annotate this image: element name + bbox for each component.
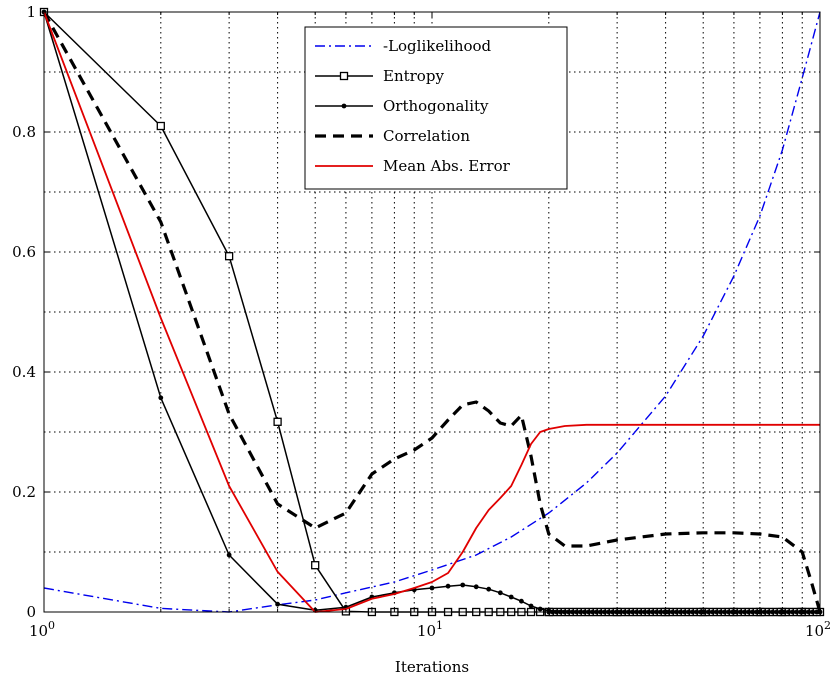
legend-marker: [341, 103, 347, 109]
data-point: [508, 594, 514, 600]
x-tick-label: 100: [29, 619, 55, 640]
data-point: [156, 121, 165, 131]
legend-label: Correlation: [383, 127, 470, 145]
y-tick-label: 0.8: [12, 123, 36, 141]
y-tick-label: 0: [26, 603, 36, 621]
y-tick-label: 0.2: [12, 483, 36, 501]
data-point: [158, 395, 164, 401]
legend-entry: Mean Abs. Error: [315, 157, 511, 175]
data-point: [429, 585, 435, 591]
data-point: [226, 552, 232, 558]
data-point: [537, 606, 543, 612]
data-point: [519, 598, 524, 604]
y-tick-label: 0.4: [12, 363, 36, 381]
series-0: [43, 11, 821, 613]
legend: -Loglikelihood Entropy Orthogonality Correl…: [304, 26, 568, 190]
legend-label: Entropy: [383, 67, 444, 85]
legend-label: Mean Abs. Error: [383, 157, 511, 175]
series-line: [43, 11, 820, 613]
legend-box: [304, 26, 568, 190]
data-point: [486, 586, 492, 592]
data-point: [473, 584, 479, 590]
legend-label: Orthogonality: [383, 97, 489, 115]
series-line: [43, 11, 821, 613]
legend-label: -Loglikelihood: [383, 37, 492, 55]
data-point: [528, 603, 534, 609]
data-point: [273, 417, 282, 426]
data-point: [497, 590, 503, 596]
legend-entry: -Loglikelihood: [315, 37, 492, 55]
x-tick-label: 101: [417, 619, 443, 640]
data-point: [311, 561, 320, 570]
x-axis-label: Iterations: [395, 658, 469, 676]
legend-entry: Orthogonality: [315, 97, 489, 115]
y-tick-label: 1: [26, 3, 36, 21]
data-point: [445, 583, 451, 589]
data-point: [275, 601, 280, 607]
series-3: [42, 11, 822, 613]
legend-marker: [339, 71, 349, 81]
series-line: [42, 11, 822, 613]
data-point: [224, 252, 234, 261]
series-4: [43, 11, 820, 613]
legend-entry: Correlation: [315, 127, 470, 145]
legend-entry: Entropy: [315, 67, 444, 85]
data-point: [460, 582, 466, 588]
y-tick-label: 0.6: [12, 243, 36, 261]
x-tick-label: 102: [805, 619, 831, 640]
